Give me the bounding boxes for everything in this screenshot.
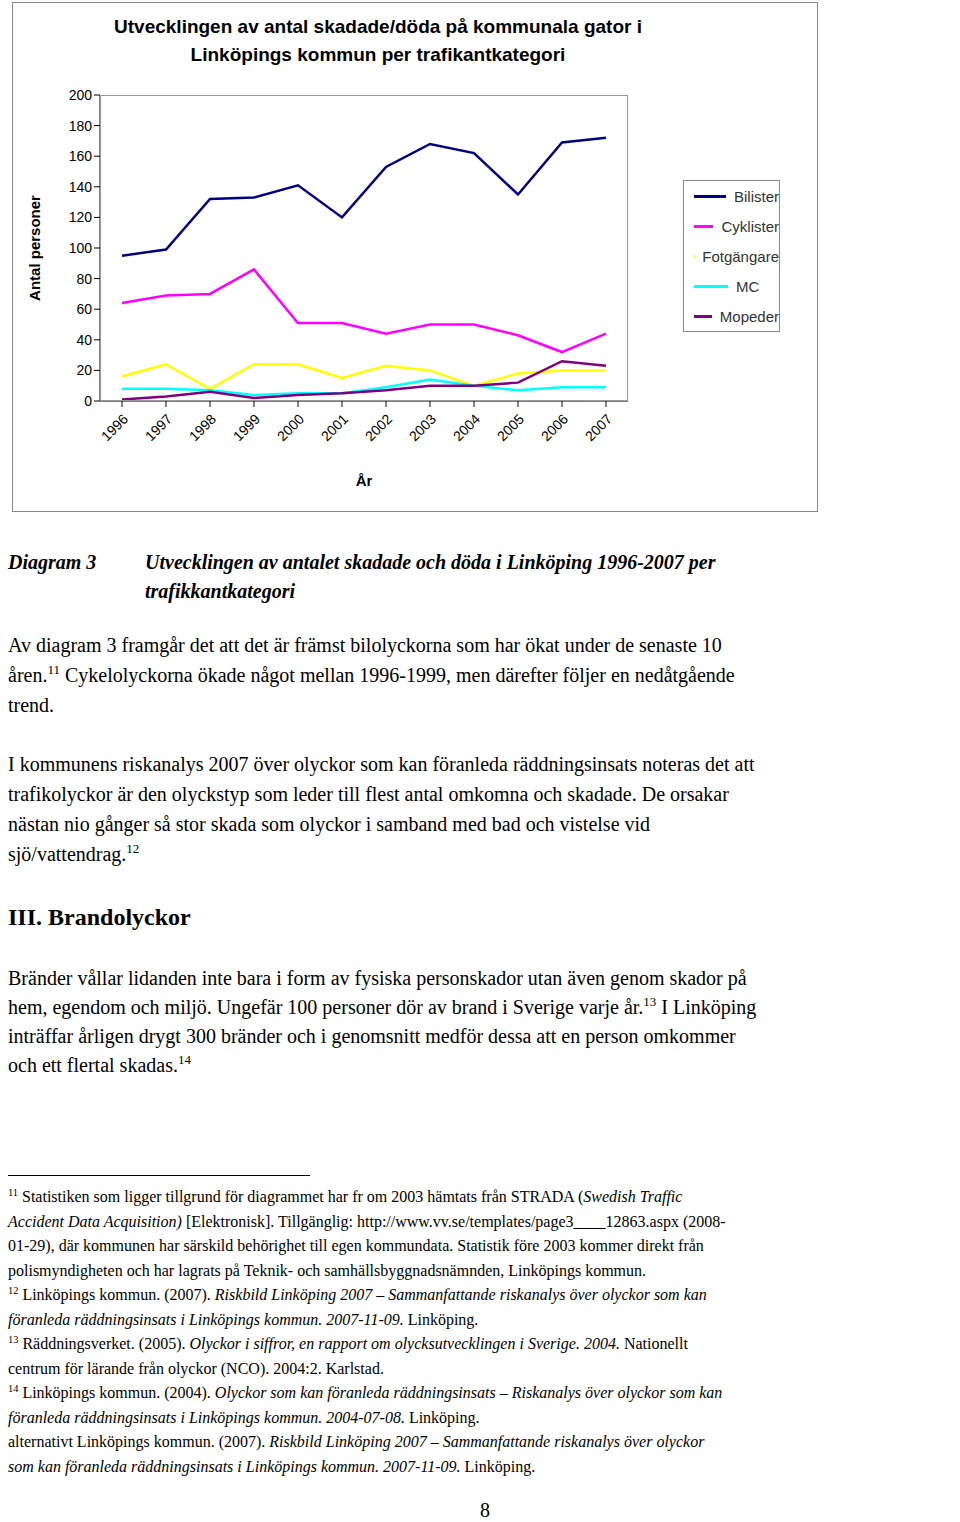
svg-text:2001: 2001 [318, 411, 351, 444]
html-text:8: 8 [480, 1499, 490, 1521]
svg-text:0: 0 [84, 393, 92, 409]
svg-text:60: 60 [76, 301, 92, 317]
html-text:åren.11Cykelolyckorna ökade nå: åren.11Cykelolyckorna ökade något mellan… [8, 662, 735, 686]
svg-text:2006: 2006 [538, 411, 571, 444]
html-text:12Linköpings kommun. (2007). R: 12Linköpings kommun. (2007). Riskbild Li… [8, 1284, 707, 1303]
html-text:föranleda räddningsinsats i Li: föranleda räddningsinsats i Linköpings k… [8, 1310, 479, 1328]
svg-text:2004: 2004 [450, 411, 483, 444]
html-text:I kommunens riskanalys 2007 öv: I kommunens riskanalys 2007 över olyckor… [8, 753, 755, 775]
svg-text:1999: 1999 [230, 411, 263, 444]
svg-text:100: 100 [69, 240, 93, 256]
html-text:trafikkantkategori: trafikkantkategori [145, 580, 295, 602]
svg-text:2003: 2003 [406, 411, 439, 444]
svg-text:200: 200 [69, 87, 93, 103]
html-text:nästan nio gånger så stor skad: nästan nio gånger så stor skada som olyc… [8, 813, 651, 835]
html-text:hem, egendom och miljö. Ungefä: hem, egendom och miljö. Ungefär 100 pers… [8, 994, 757, 1018]
svg-text:40: 40 [76, 332, 92, 348]
svg-text:1998: 1998 [186, 411, 219, 444]
html-text:År: År [355, 472, 373, 489]
svg-text:2002: 2002 [362, 411, 395, 444]
svg-text:120: 120 [69, 209, 93, 225]
html-text:11Statistiken som ligger tillg: 11Statistiken som ligger tillgrund för d… [8, 1186, 683, 1205]
html-text:som kan föranleda räddningsins: som kan föranleda räddningsinsats i Link… [8, 1457, 536, 1475]
svg-text:1996: 1996 [98, 411, 131, 444]
svg-text:2000: 2000 [274, 411, 307, 444]
html-text:13Räddningsverket. (2005). Oly: 13Räddningsverket. (2005). Olyckor i sif… [8, 1333, 688, 1352]
html-text:centrum för lärande från olyck: centrum för lärande från olyckor (NCO). … [8, 1359, 384, 1377]
html-text:Av diagram 3 framgår det att d: Av diagram 3 framgår det att det är främ… [8, 634, 722, 656]
html-text:Fotgängare: Fotgängare [702, 247, 779, 265]
html-text:III. Brandolyckor: III. Brandolyckor [8, 904, 191, 930]
svg-text:2005: 2005 [494, 411, 527, 444]
html-text:Utvecklingen av antal skadade/: Utvecklingen av antal skadade/döda på ko… [114, 16, 642, 37]
svg-text:160: 160 [69, 148, 93, 164]
html-text:sjö/vattendrag.12: sjö/vattendrag.12 [8, 841, 140, 865]
html-text:polismyndigheten och har lagra: polismyndigheten och har lagrats på Tekn… [8, 1261, 646, 1279]
svg-text:20: 20 [76, 362, 92, 378]
html-text:MC: MC [736, 277, 760, 295]
html-text:Utvecklingen av antalet skadad: Utvecklingen av antalet skadade och döda… [145, 551, 716, 573]
svg-text:2007: 2007 [582, 411, 615, 444]
html-text:Bilister: Bilister [734, 187, 779, 205]
svg-text:180: 180 [69, 118, 93, 134]
svg-text:80: 80 [76, 271, 92, 287]
html-text:Linköpings kommun per trafikan: Linköpings kommun per trafikantkategori [190, 44, 566, 65]
html-text:14Linköpings kommun. (2004). O: 14Linköpings kommun. (2004). Olyckor som… [8, 1382, 723, 1401]
html-text:Bränder vållar lidanden inte b: Bränder vållar lidanden inte bara i form… [8, 967, 747, 989]
html-text:Accident Data Acquisition) [El: Accident Data Acquisition) [Elektronisk]… [8, 1212, 726, 1230]
svg-text:140: 140 [69, 179, 93, 195]
html-text:trend.: trend. [8, 694, 55, 716]
html-text:föranleda räddningsinsats i Li: föranleda räddningsinsats i Linköpings k… [8, 1408, 480, 1426]
html-text:Diagram 3: Diagram 3 [8, 551, 97, 573]
html-text:Mopeder: Mopeder [719, 307, 779, 325]
html-text:inträffar årligen drygt 300 br: inträffar årligen drygt 300 bränder och … [8, 1025, 736, 1047]
html-text:Cyklister: Cyklister [721, 217, 779, 235]
html-text:Antal personer: Antal personer [26, 195, 43, 301]
html-text:och ett flertal skadas.14: och ett flertal skadas.14 [8, 1052, 191, 1076]
svg-text:1997: 1997 [142, 411, 175, 444]
html-text:01-29), där kommunen har särsk: 01-29), där kommunen har särskild behöri… [8, 1237, 704, 1254]
html-text:alternativt Linköpings kommun.: alternativt Linköpings kommun. (2007). R… [8, 1433, 705, 1450]
html-text:trafikolyckor är den olyckstyp: trafikolyckor är den olyckstyp som leder… [8, 783, 729, 805]
